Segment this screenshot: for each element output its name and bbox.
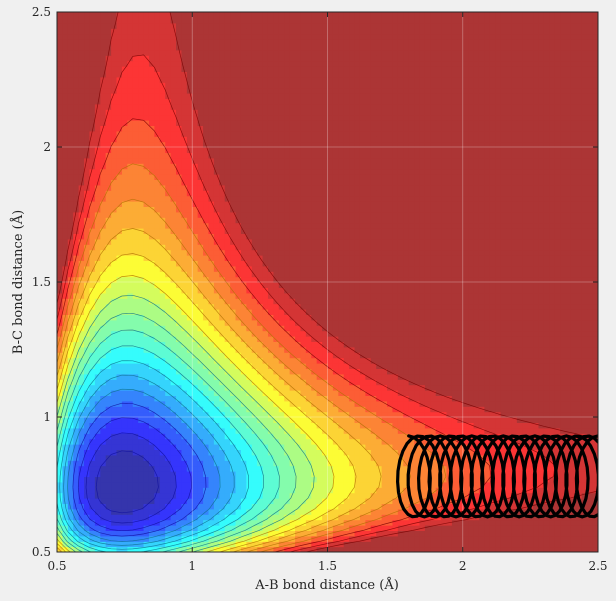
y-axis-label: B-C bond distance (Å) — [10, 210, 26, 354]
x-tick-label: 0.5 — [47, 559, 66, 573]
x-tick-label: 2 — [459, 559, 467, 573]
y-tick-label: 1.5 — [32, 275, 51, 289]
y-tick-label: 0.5 — [32, 545, 51, 559]
x-tick-label: 2.5 — [588, 559, 607, 573]
y-tick-label: 1 — [43, 410, 51, 424]
x-tick-label: 1 — [188, 559, 196, 573]
y-tick-label: 2 — [43, 140, 51, 154]
y-tick-label: 2.5 — [32, 5, 51, 19]
x-tick-label: 1.5 — [318, 559, 337, 573]
plot-area — [57, 12, 609, 553]
x-axis-label: A-B bond distance (Å) — [254, 577, 399, 593]
